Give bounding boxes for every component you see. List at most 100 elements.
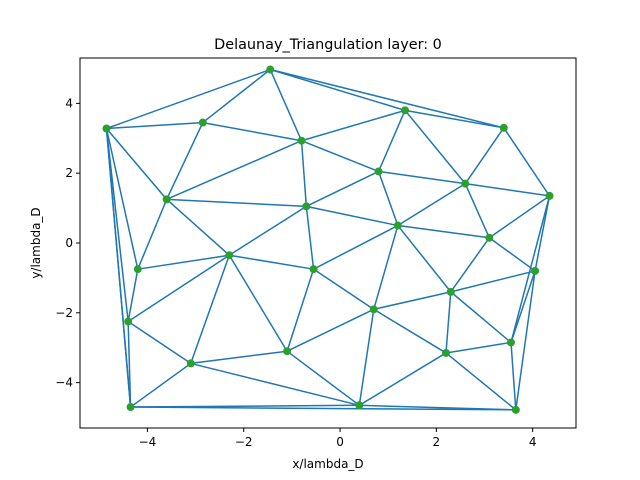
triangulation-edge xyxy=(515,270,536,411)
triangulation-edge xyxy=(286,308,375,352)
triangulation-edge xyxy=(305,170,380,208)
data-point xyxy=(198,118,207,127)
triangulation-edge xyxy=(127,254,231,323)
triangulation-edge xyxy=(404,109,505,129)
triangulation-edge xyxy=(127,320,132,408)
y-tick-label: 0 xyxy=(65,236,73,250)
triangulation-edge xyxy=(464,182,491,239)
data-point xyxy=(309,265,318,274)
y-tick-label: −2 xyxy=(55,306,73,320)
triangulation-edge xyxy=(105,127,129,323)
triangulation-edge xyxy=(228,254,288,352)
triangulation-edge xyxy=(397,224,452,293)
triangulation-edge xyxy=(228,254,315,270)
triangulation-edge xyxy=(510,270,536,344)
triangulation-edge xyxy=(105,68,271,130)
data-point xyxy=(446,287,455,296)
x-tick-label: 0 xyxy=(336,435,344,449)
triangulation-edge xyxy=(445,352,517,411)
data-point xyxy=(461,179,470,188)
data-point xyxy=(441,348,450,357)
triangulation-edge xyxy=(305,205,315,270)
x-tick-label: −4 xyxy=(139,435,157,449)
triangulation-edge xyxy=(165,139,303,201)
x-tick-label: −2 xyxy=(235,435,253,449)
data-point xyxy=(369,305,378,314)
data-point xyxy=(531,266,540,275)
triangulation-edge xyxy=(165,198,231,256)
triangulation-edge xyxy=(127,268,139,323)
data-point xyxy=(485,233,494,242)
data-point xyxy=(126,403,135,412)
triangulation-edge xyxy=(503,127,551,197)
data-point xyxy=(393,221,402,230)
triangulation-edge xyxy=(129,406,517,411)
triangulation-edge xyxy=(445,291,452,354)
triangulation-edge xyxy=(488,195,551,239)
triangulation-edge xyxy=(450,237,491,293)
triangulation-edge xyxy=(105,127,132,408)
triangulation-edge xyxy=(228,205,308,256)
x-axis: −4 −2 0 2 4 xyxy=(139,428,537,449)
triangulation-edge xyxy=(137,254,231,270)
triangulation-edge xyxy=(165,198,308,208)
triangulation-edge xyxy=(397,224,491,239)
triangulation-edge xyxy=(445,341,512,354)
data-point xyxy=(506,338,515,347)
triangulation-edge xyxy=(358,352,447,407)
triangulation-edge xyxy=(377,170,399,227)
triangulation-edge xyxy=(358,404,517,411)
triangulation-edge xyxy=(372,308,447,354)
data-point xyxy=(266,65,275,74)
triangulation-edge xyxy=(190,254,231,365)
triangulation-edge xyxy=(129,362,192,408)
y-tick-label: 4 xyxy=(65,96,73,110)
plot-area xyxy=(80,58,576,428)
data-point xyxy=(162,195,171,204)
triangulation-edge xyxy=(129,404,361,408)
data-point xyxy=(133,265,142,274)
data-point xyxy=(186,359,195,368)
triangulation-edge xyxy=(269,68,406,112)
chart-title: Delaunay_Triangulation layer: 0 xyxy=(214,37,442,53)
triangulation-edge xyxy=(312,224,399,270)
data-point xyxy=(401,106,410,115)
x-tick-label: 2 xyxy=(433,435,441,449)
data-point xyxy=(499,123,508,132)
triangulation-edge xyxy=(397,182,466,227)
y-axis: −4 −2 0 2 4 xyxy=(55,96,80,390)
data-point xyxy=(297,136,306,145)
triangulation-edge xyxy=(464,127,505,185)
triangulation-edge xyxy=(312,268,375,311)
triangulation-edge xyxy=(286,268,315,352)
triangulation-edge xyxy=(358,308,375,407)
triangulation-edge xyxy=(137,198,168,270)
triangulation-edge xyxy=(300,109,406,142)
triangulation-edge xyxy=(372,291,452,311)
triangulation-edge xyxy=(105,127,168,201)
data-point xyxy=(283,347,292,356)
data-point xyxy=(545,191,554,200)
data-point xyxy=(511,405,520,414)
data-point xyxy=(102,124,111,133)
triangulation-edge xyxy=(534,195,551,272)
triangulation-edge xyxy=(510,341,517,411)
triangulation-edge xyxy=(372,224,399,311)
x-tick-label: 4 xyxy=(529,435,537,449)
triangulation-edge xyxy=(510,195,551,344)
triangulation-edge xyxy=(450,291,512,344)
data-point xyxy=(355,401,364,410)
y-axis-title: y/lambda_D xyxy=(29,207,43,278)
triangulation-edge xyxy=(377,170,466,185)
data-point xyxy=(124,317,133,326)
edges-layer xyxy=(105,68,551,411)
data-point xyxy=(302,202,311,211)
y-tick-label: 2 xyxy=(65,166,73,180)
triangulation-edge xyxy=(488,237,536,272)
data-point xyxy=(374,167,383,176)
points-layer xyxy=(102,65,554,414)
triangulation-edge xyxy=(202,68,271,124)
triangulation-edge xyxy=(269,68,303,142)
triangulation-edge xyxy=(202,121,303,142)
